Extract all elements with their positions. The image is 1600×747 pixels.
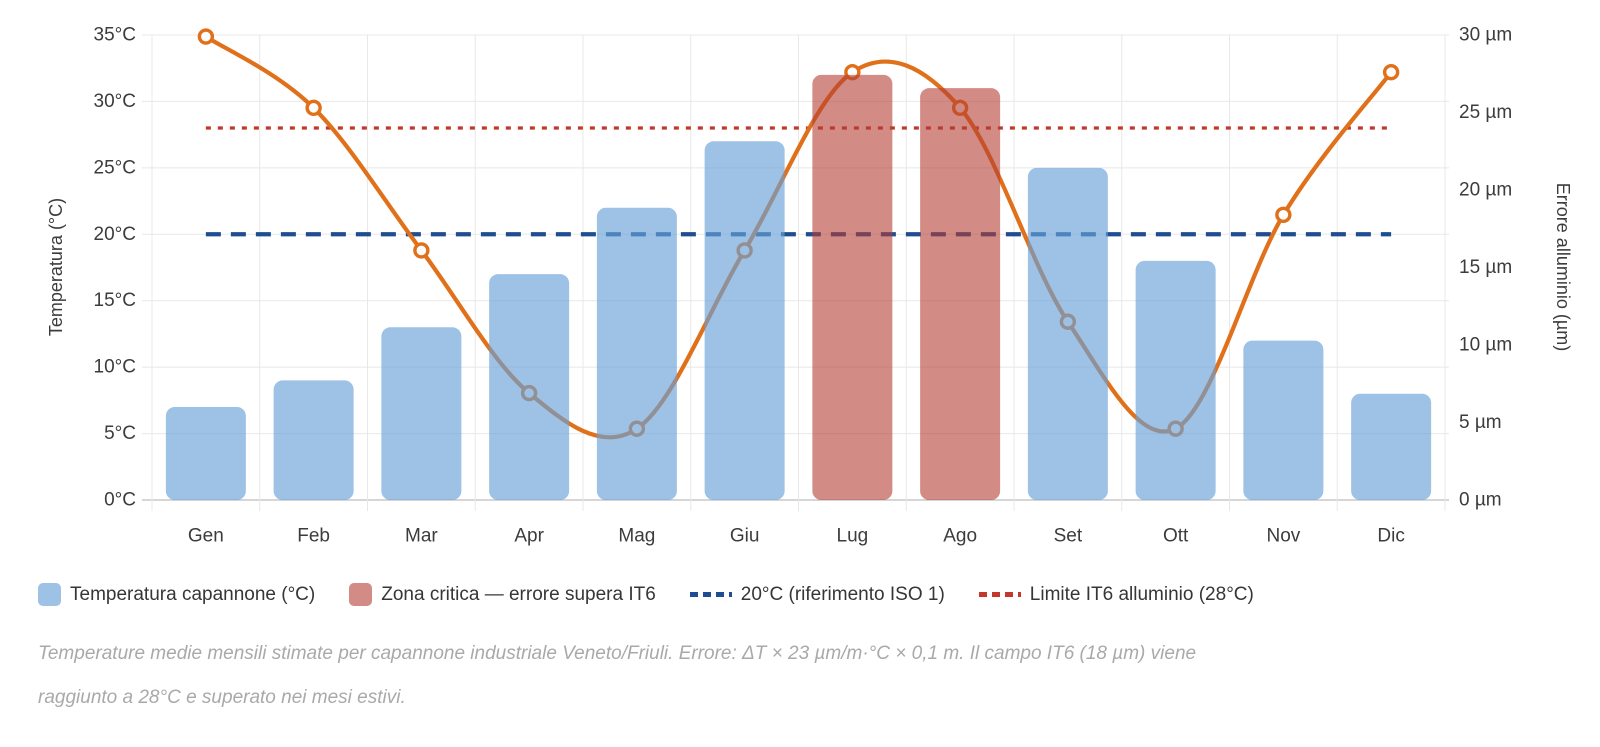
left-axis-tick-label: 10°C	[94, 357, 136, 378]
legend-swatch-riferimento-iso-icon	[689, 592, 732, 597]
right-axis-tick-label: 15 µm	[1459, 257, 1512, 278]
temperature-bar-mag[interactable]	[596, 207, 677, 500]
chart-canvas: 0°C 5°C 10°C 15°C 20°C 25°C 30°C 35°C 0 µm 5 µm 10…	[46, 25, 1573, 547]
legend-label-zona-critica: Zona critica — errore supera IT6	[381, 583, 656, 605]
error-point-nov[interactable]	[1275, 206, 1292, 224]
error-point-mar[interactable]	[413, 242, 430, 259]
error-point-gen[interactable]	[197, 28, 215, 45]
right-axis-tick-label: 25 µm	[1459, 102, 1512, 123]
temperature-bar-dic[interactable]	[1351, 393, 1432, 500]
temperature-bar-apr[interactable]	[489, 274, 570, 500]
x-axis-month-label: Giu	[730, 526, 760, 547]
left-axis-tick-label: 20°C	[94, 224, 136, 245]
temperature-bar-giu[interactable]	[704, 141, 785, 501]
right-axis-tick-label: 5 µm	[1459, 412, 1502, 433]
temperature-bar-set[interactable]	[1027, 167, 1108, 500]
temperature-bar-gen[interactable]	[165, 407, 246, 500]
temperature-bar-nov[interactable]	[1243, 340, 1324, 500]
left-axis-title: Temperatura (°C)	[46, 198, 66, 336]
left-axis-tick-label: 25°C	[94, 157, 136, 178]
left-axis-tick-label: 0°C	[104, 490, 136, 511]
legend-label-riferimento-iso: 20°C (riferimento ISO 1)	[740, 583, 945, 605]
temperature-bar-feb[interactable]	[273, 380, 354, 500]
left-axis-tick-label: 35°C	[94, 25, 136, 46]
right-axis-tick-label: 0 µm	[1459, 490, 1502, 511]
legend-item-riferimento-iso[interactable]: 20°C (riferimento ISO 1)	[689, 583, 945, 606]
x-axis-month-label: Dic	[1377, 526, 1404, 547]
temperature-bar-ago[interactable]	[920, 88, 1001, 501]
error-point-dic[interactable]	[1382, 63, 1400, 81]
legend-item-limite-it6[interactable]: Limite IT6 alluminio (28°C)	[978, 583, 1254, 606]
right-axis-tick-label: 30 µm	[1459, 25, 1512, 46]
left-axis-tick-label: 30°C	[94, 91, 136, 112]
right-axis-title: Errore alluminio (µm)	[1553, 183, 1573, 351]
x-axis-month-label: Nov	[1266, 526, 1300, 547]
legend-label-temperatura: Temperatura capannone (°C)	[70, 583, 316, 605]
left-axis-tick-label: 5°C	[104, 423, 136, 444]
temperature-bar-mar[interactable]	[381, 327, 462, 500]
x-axis-month-label: Mar	[405, 526, 438, 547]
x-axis-month-label: Mag	[618, 526, 655, 547]
right-axis-tick-label: 20 µm	[1459, 180, 1512, 201]
x-axis-month-label: Lug	[837, 526, 869, 547]
caption-line-2: raggiunto a 28°C e superato nei mesi est…	[38, 687, 406, 708]
caption-line-1: Temperature medie mensili stimate per ca…	[38, 643, 1197, 664]
left-axis-tick-label: 15°C	[94, 290, 136, 311]
temperature-bar-lug[interactable]	[812, 74, 893, 500]
x-axis-month-label: Ago	[943, 526, 977, 547]
legend-item-zona-critica[interactable]: Zona critica — errore supera IT6	[349, 583, 656, 606]
chart-legend: Temperatura capannone (°C) Zona critica …	[0, 583, 1600, 606]
error-point-feb[interactable]	[305, 99, 322, 117]
temperature-bar-ott[interactable]	[1135, 260, 1216, 500]
legend-item-temperatura[interactable]: Temperatura capannone (°C)	[38, 583, 315, 606]
x-axis-month-label: Set	[1054, 526, 1083, 547]
x-axis-month-label: Ott	[1163, 526, 1189, 547]
legend-swatch-limite-it6-icon	[978, 592, 1021, 597]
x-axis-month-label: Gen	[188, 526, 224, 547]
legend-label-limite-it6: Limite IT6 alluminio (28°C)	[1029, 583, 1254, 605]
x-axis-month-label: Feb	[297, 526, 330, 547]
x-axis-month-label: Apr	[514, 526, 544, 547]
right-axis-tick-label: 10 µm	[1459, 335, 1512, 356]
chart-caption: Temperature medie mensili stimate per ca…	[38, 632, 1508, 720]
legend-swatch-temperatura-icon	[38, 583, 61, 606]
legend-swatch-zona-critica-icon	[349, 583, 373, 606]
